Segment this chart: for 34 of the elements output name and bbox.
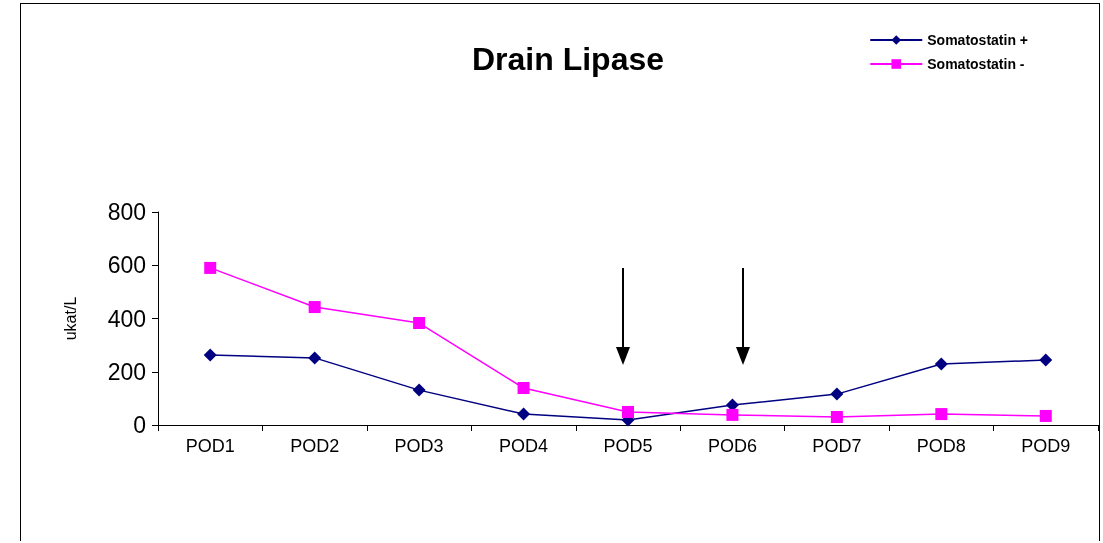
x-tick-label: POD1 bbox=[185, 436, 235, 456]
y-tick-label: 800 bbox=[107, 199, 146, 225]
point bbox=[726, 408, 739, 421]
point bbox=[308, 301, 321, 314]
x-tick-label: POD4 bbox=[499, 436, 549, 456]
legend-label: Somatostatin - bbox=[927, 56, 1025, 72]
y-tick-label: 200 bbox=[107, 358, 146, 385]
point bbox=[934, 357, 948, 371]
point bbox=[412, 383, 426, 397]
point bbox=[413, 317, 426, 330]
x-tick-label: POD2 bbox=[290, 436, 340, 456]
y-tick-label: 0 bbox=[133, 412, 146, 438]
point bbox=[1039, 409, 1052, 422]
x-tick-label: POD7 bbox=[812, 436, 862, 456]
point bbox=[935, 408, 948, 421]
y-tick-label: 600 bbox=[107, 252, 146, 279]
x-tick-label: POD5 bbox=[603, 436, 653, 456]
point bbox=[622, 405, 634, 418]
y-tick-label: 400 bbox=[107, 305, 146, 332]
x-tick-label: POD8 bbox=[916, 436, 966, 456]
legend-label: Somatostatin + bbox=[927, 32, 1029, 48]
chart-title: Drain Lipase bbox=[471, 41, 665, 77]
point bbox=[830, 387, 844, 401]
x-tick-label: POD6 bbox=[707, 436, 757, 456]
x-tick-label: POD9 bbox=[1021, 436, 1071, 456]
point bbox=[830, 411, 843, 424]
point bbox=[1039, 353, 1053, 367]
point bbox=[517, 407, 531, 421]
point bbox=[517, 381, 530, 394]
point bbox=[308, 351, 322, 365]
point bbox=[204, 261, 217, 274]
point bbox=[203, 348, 217, 362]
y-axis-title: ukat/L bbox=[61, 296, 79, 341]
x-tick-label: POD3 bbox=[394, 436, 444, 456]
